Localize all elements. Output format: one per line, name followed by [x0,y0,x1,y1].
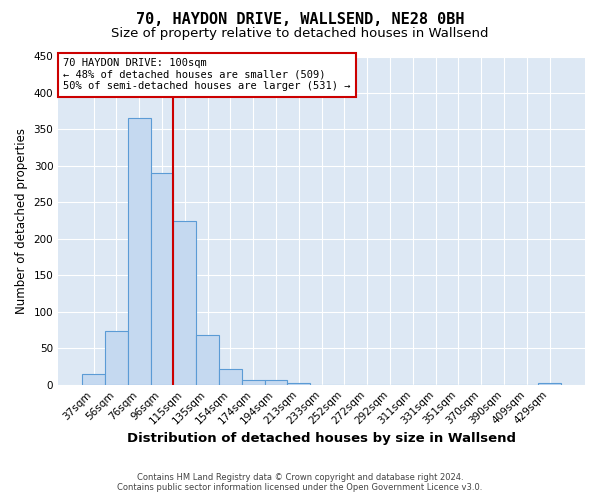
Text: Contains HM Land Registry data © Crown copyright and database right 2024.
Contai: Contains HM Land Registry data © Crown c… [118,473,482,492]
Bar [82,374,105,384]
Text: 70 HAYDON DRIVE: 100sqm
← 48% of detached houses are smaller (509)
50% of semi-d: 70 HAYDON DRIVE: 100sqm ← 48% of detache… [64,58,351,92]
X-axis label: Distribution of detached houses by size in Wallsend: Distribution of detached houses by size … [127,432,516,445]
Text: Size of property relative to detached houses in Wallsend: Size of property relative to detached ho… [111,28,489,40]
Y-axis label: Number of detached properties: Number of detached properties [15,128,28,314]
Bar [265,380,287,384]
Bar [219,368,242,384]
Bar [105,332,128,384]
Bar [287,382,310,384]
Bar [196,335,219,384]
Text: 70, HAYDON DRIVE, WALLSEND, NE28 0BH: 70, HAYDON DRIVE, WALLSEND, NE28 0BH [136,12,464,28]
Bar [128,118,151,384]
Bar [242,380,265,384]
Bar [173,220,196,384]
Bar [151,173,173,384]
